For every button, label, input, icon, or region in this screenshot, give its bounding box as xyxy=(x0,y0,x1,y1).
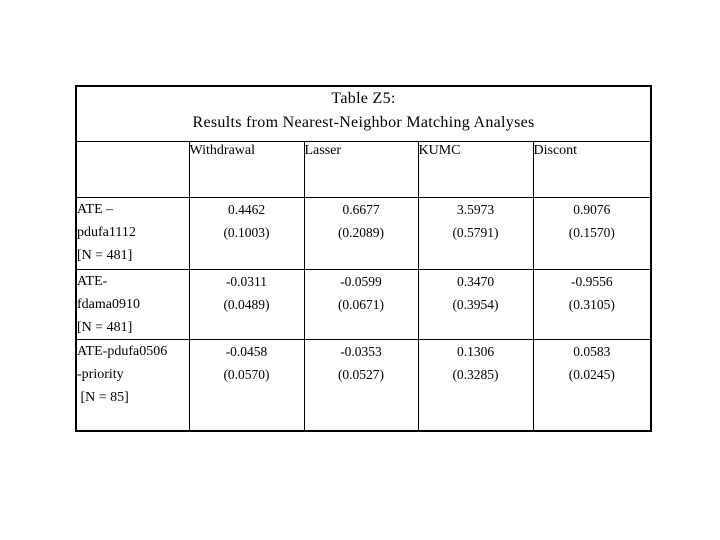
cell-estimate: 3.5973 xyxy=(456,201,495,217)
cell-lasser: -0.0599 (0.0671) xyxy=(303,268,419,340)
cell-lasser: 0.6677 (0.2089) xyxy=(303,196,419,270)
row-label-pdufa0506-priority: ATE-pdufa0506 -priority [N = 85] xyxy=(75,338,190,432)
cell-std-error: (0.0570) xyxy=(223,366,270,382)
cell-withdrawal: 0.4462 (0.1003) xyxy=(188,196,305,270)
table-title-line1: Table Z5: xyxy=(331,90,396,107)
column-header-discont: Discont xyxy=(532,140,652,198)
cell-discont: 0.9076 (0.1570) xyxy=(532,196,652,270)
cell-estimate: -0.9556 xyxy=(570,273,613,289)
table-row: ATE- fdama0910 [N = 481] -0.0311 (0.0489… xyxy=(75,268,652,340)
cell-discont: 0.0583 (0.0245) xyxy=(532,338,652,432)
cell-discont: -0.9556 (0.3105) xyxy=(532,268,652,340)
column-header-kumc: KUMC xyxy=(417,140,534,198)
cell-estimate: 0.9076 xyxy=(573,201,611,217)
row-label-line: pdufa1112 xyxy=(77,224,136,240)
cell-std-error: (0.0489) xyxy=(223,296,270,312)
row-label-line: ATE- xyxy=(77,273,108,289)
row-label-line: fdama0910 xyxy=(77,296,140,312)
cell-kumc: 0.3470 (0.3954) xyxy=(417,268,534,340)
cell-estimate: -0.0311 xyxy=(225,273,268,289)
row-label-pdufa1112: ATE – pdufa1112 [N = 481] xyxy=(75,196,190,270)
cell-std-error: (0.3105) xyxy=(568,296,615,312)
cell-std-error: (0.2089) xyxy=(337,224,385,240)
table-title: Table Z5: Results from Nearest-Neighbor … xyxy=(75,85,652,142)
cell-withdrawal: -0.0458 (0.0570) xyxy=(188,338,305,432)
cell-std-error: (0.3285) xyxy=(452,366,499,382)
cell-std-error: (0.1570) xyxy=(568,224,615,240)
cell-estimate: 0.3470 xyxy=(456,273,495,289)
cell-std-error: (0.0527) xyxy=(337,366,385,382)
cell-std-error: (0.5791) xyxy=(452,224,499,240)
table-title-line2: Results from Nearest-Neighbor Matching A… xyxy=(192,114,535,131)
cell-estimate: -0.0599 xyxy=(340,273,382,289)
column-header-lasser: Lasser xyxy=(303,140,419,198)
row-label-line: [N = 481] xyxy=(77,319,133,335)
row-label-line: ATE-pdufa0506 xyxy=(77,343,168,359)
cell-estimate: -0.0458 xyxy=(225,343,268,359)
cell-estimate: 0.4462 xyxy=(227,201,266,217)
cell-estimate: -0.0353 xyxy=(340,343,382,359)
column-header-withdrawal: Withdrawal xyxy=(188,140,305,198)
cell-kumc: 3.5973 (0.5791) xyxy=(417,196,534,270)
row-label-line: [N = 481] xyxy=(77,247,133,263)
cell-std-error: (0.3954) xyxy=(452,296,499,312)
cell-estimate: 0.1306 xyxy=(456,343,495,359)
row-label-fdama0910: ATE- fdama0910 [N = 481] xyxy=(75,268,190,340)
results-table: Table Z5: Results from Nearest-Neighbor … xyxy=(75,85,653,432)
cell-lasser: -0.0353 (0.0527) xyxy=(303,338,419,432)
table-row: ATE – pdufa1112 [N = 481] 0.4462 (0.1003… xyxy=(75,196,652,270)
table-row: ATE-pdufa0506 -priority [N = 85] -0.0458… xyxy=(75,338,652,432)
row-label-line: -priority xyxy=(77,366,124,382)
cell-std-error: (0.0671) xyxy=(337,296,385,312)
cell-estimate: 0.6677 xyxy=(342,201,380,217)
cell-std-error: (0.1003) xyxy=(223,224,270,240)
cell-withdrawal: -0.0311 (0.0489) xyxy=(188,268,305,340)
row-label-line: ATE – xyxy=(77,201,114,217)
row-label-line: [N = 85] xyxy=(77,389,129,405)
cell-kumc: 0.1306 (0.3285) xyxy=(417,338,534,432)
column-header-empty xyxy=(75,140,190,198)
cell-std-error: (0.0245) xyxy=(568,366,615,382)
cell-estimate: 0.0583 xyxy=(573,343,611,359)
